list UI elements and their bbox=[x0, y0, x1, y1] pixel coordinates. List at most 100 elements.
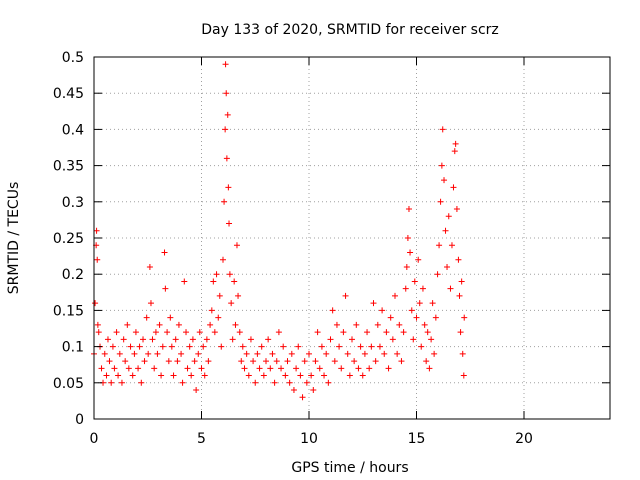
data-point bbox=[460, 372, 467, 379]
data-point bbox=[416, 300, 423, 307]
data-point bbox=[312, 358, 319, 365]
data-point bbox=[127, 343, 134, 350]
data-point bbox=[95, 329, 102, 336]
data-point bbox=[428, 336, 435, 343]
data-point bbox=[404, 235, 411, 241]
data-point bbox=[103, 372, 110, 379]
data-point bbox=[447, 285, 454, 292]
data-point bbox=[211, 329, 218, 336]
data-point bbox=[138, 379, 145, 386]
data-point bbox=[131, 350, 138, 357]
y-tick-label: 0.25 bbox=[53, 231, 84, 247]
data-point bbox=[158, 372, 165, 379]
data-point bbox=[421, 321, 428, 328]
data-point bbox=[159, 343, 166, 350]
data-point bbox=[286, 379, 293, 386]
data-point bbox=[323, 350, 330, 357]
data-point bbox=[411, 278, 418, 285]
data-point bbox=[346, 372, 353, 379]
data-point bbox=[125, 365, 132, 372]
data-point bbox=[236, 329, 243, 336]
data-point bbox=[207, 321, 214, 328]
data-point bbox=[151, 365, 158, 372]
data-point bbox=[396, 321, 403, 328]
data-point bbox=[293, 365, 300, 372]
data-point bbox=[205, 358, 212, 365]
data-point bbox=[221, 198, 228, 205]
data-point bbox=[387, 314, 394, 321]
data-point bbox=[226, 271, 233, 278]
data-point bbox=[218, 343, 225, 350]
data-point bbox=[408, 307, 415, 314]
data-point bbox=[210, 278, 217, 285]
data-point bbox=[179, 379, 186, 386]
y-axis-ticks: 0 0.05 0.1 0.15 0.2 0.25 0.3 0.35 0.4 0.45 0.5 bbox=[53, 50, 610, 428]
data-point bbox=[295, 343, 302, 350]
data-point bbox=[172, 336, 179, 343]
data-point bbox=[280, 343, 287, 350]
data-point bbox=[385, 365, 392, 372]
data-point bbox=[357, 343, 364, 350]
data-point bbox=[355, 365, 362, 372]
data-point bbox=[265, 336, 272, 343]
data-point bbox=[188, 372, 195, 379]
data-point bbox=[431, 350, 438, 357]
data-point bbox=[267, 365, 274, 372]
data-point bbox=[458, 278, 465, 285]
data-point bbox=[459, 350, 466, 357]
data-point bbox=[333, 321, 340, 328]
data-point bbox=[186, 343, 193, 350]
data-point bbox=[132, 329, 139, 336]
data-point bbox=[451, 148, 458, 155]
data-point bbox=[224, 111, 231, 118]
data-point bbox=[149, 336, 156, 343]
data-point bbox=[101, 350, 108, 357]
data-point bbox=[327, 336, 334, 343]
data-point bbox=[439, 126, 446, 133]
data-point bbox=[461, 314, 468, 321]
data-point bbox=[426, 365, 433, 372]
data-point bbox=[118, 379, 125, 386]
data-point bbox=[407, 249, 414, 256]
x-tick-label: 20 bbox=[515, 431, 533, 447]
data-point bbox=[161, 249, 168, 256]
y-tick-label: 0.1 bbox=[62, 340, 84, 356]
y-tick-label: 0.15 bbox=[53, 303, 84, 319]
data-point bbox=[271, 379, 278, 386]
data-point bbox=[195, 350, 202, 357]
data-point bbox=[94, 256, 101, 263]
y-tick-label: 0.4 bbox=[62, 122, 84, 138]
data-point bbox=[213, 271, 220, 278]
data-point bbox=[392, 292, 398, 299]
y-tick-label: 0 bbox=[75, 412, 84, 428]
data-point bbox=[189, 336, 196, 343]
data-point bbox=[325, 379, 332, 386]
data-point bbox=[442, 227, 449, 234]
data-point bbox=[256, 365, 263, 372]
data-point bbox=[165, 358, 172, 365]
data-point bbox=[419, 285, 426, 292]
data-point bbox=[184, 365, 191, 372]
data-point bbox=[198, 365, 205, 372]
data-point bbox=[263, 358, 269, 365]
data-point bbox=[402, 285, 409, 292]
data-point bbox=[106, 358, 113, 365]
data-point bbox=[193, 387, 200, 394]
data-point bbox=[216, 292, 223, 299]
data-point bbox=[424, 329, 431, 336]
data-point bbox=[135, 365, 142, 372]
data-point bbox=[383, 329, 390, 336]
data-point bbox=[116, 350, 123, 357]
data-point bbox=[413, 314, 420, 321]
data-point bbox=[108, 379, 115, 386]
data-point bbox=[376, 343, 383, 350]
data-point bbox=[434, 271, 441, 278]
data-point bbox=[423, 358, 430, 365]
data-point bbox=[284, 358, 291, 365]
data-point bbox=[156, 321, 163, 328]
data-point bbox=[111, 365, 118, 372]
data-point bbox=[278, 365, 285, 372]
grid-lines bbox=[94, 57, 610, 419]
data-point bbox=[233, 242, 240, 249]
